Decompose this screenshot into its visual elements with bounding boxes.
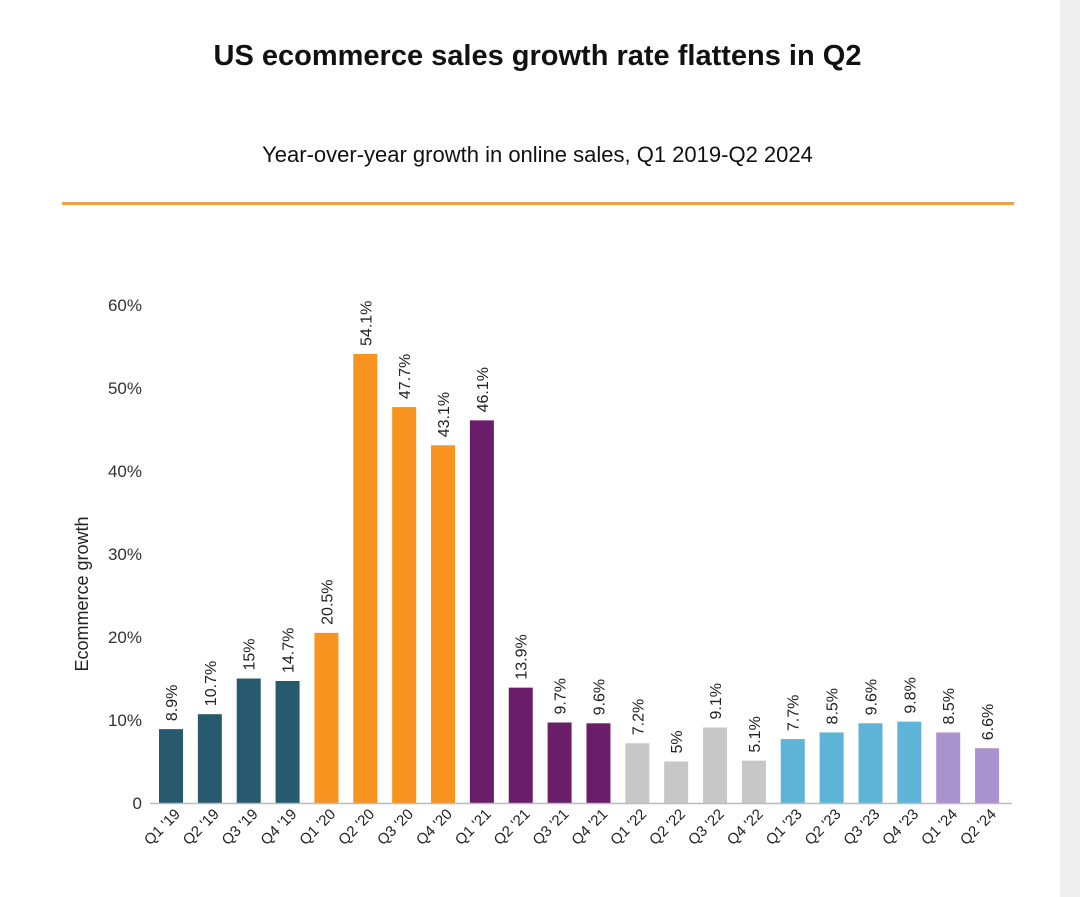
title-divider	[62, 202, 1014, 205]
data-label: 9.8%	[902, 677, 919, 713]
bar	[780, 739, 805, 803]
x-tick-label: Q2 '23	[802, 806, 845, 849]
x-tick-label: Q3 '22	[685, 806, 728, 849]
data-label: 8.5%	[941, 688, 958, 724]
bar-chart: 0 10% 20% 30% 40% 50% 60% Ecommerce growth 8.9…	[72, 296, 1012, 849]
data-label: 20.5%	[319, 579, 336, 624]
x-tick-label: Q1 '20	[296, 806, 339, 849]
x-tick-label: Q4 '21	[568, 806, 611, 849]
data-label: 46.1%	[475, 367, 492, 412]
value-labels: 8.9% 10.7% 15% 14.7% 20.5% 54.1% 47.7% 43.1% 46.…	[164, 301, 997, 754]
data-label: 9.1%	[708, 683, 725, 719]
bar	[197, 714, 222, 803]
x-tick-label: Q3 '19	[219, 806, 262, 849]
data-label: 15%	[242, 638, 259, 670]
chart-subtitle: Year-over-year growth in online sales, Q…	[262, 142, 813, 167]
x-tick-label: Q2 '20	[335, 806, 378, 849]
data-label: 54.1%	[358, 301, 375, 346]
x-tick-label: Q4 '20	[413, 806, 456, 849]
data-label: 8.9%	[164, 685, 181, 721]
bar	[586, 723, 611, 803]
y-tick-label: 20%	[108, 628, 142, 647]
bar	[936, 732, 961, 803]
bar	[897, 721, 922, 803]
x-tick-label: Q2 '19	[180, 806, 223, 849]
bar	[547, 722, 572, 803]
bar	[625, 743, 650, 803]
bar	[858, 723, 883, 803]
bar	[819, 732, 844, 803]
y-tick-label: 10%	[108, 711, 142, 730]
x-tick-label: Q2 '24	[957, 806, 1000, 849]
x-tick-label: Q4 '19	[257, 806, 300, 849]
data-label: 47.7%	[397, 354, 414, 399]
x-tick-label: Q2 '21	[491, 806, 534, 849]
x-tick-label: Q1 '24	[918, 806, 961, 849]
y-axis-ticks: 0 10% 20% 30% 40% 50% 60%	[108, 296, 142, 813]
y-tick-label: 60%	[108, 296, 142, 315]
data-label: 7.7%	[786, 695, 803, 731]
data-label: 5%	[669, 730, 686, 753]
data-label: 9.6%	[863, 679, 880, 715]
x-tick-label: Q1 '22	[607, 806, 650, 849]
bar	[664, 761, 689, 803]
bar	[159, 729, 183, 803]
data-label: 10.7%	[203, 661, 220, 706]
y-tick-label: 0	[133, 794, 142, 813]
data-label: 13.9%	[514, 634, 531, 679]
bar	[741, 760, 766, 803]
bar	[508, 687, 533, 803]
x-tick-label: Q3 '23	[840, 806, 883, 849]
y-tick-label: 40%	[108, 462, 142, 481]
y-axis-label: Ecommerce growth	[72, 516, 92, 671]
data-label: 5.1%	[747, 716, 764, 752]
x-tick-label: Q4 '23	[879, 806, 922, 849]
data-label: 9.6%	[591, 679, 608, 715]
page-edge-strip	[1060, 0, 1080, 897]
y-tick-label: 50%	[108, 379, 142, 398]
data-label: 6.6%	[980, 704, 997, 740]
data-label: 7.2%	[630, 699, 647, 735]
bar	[236, 678, 261, 803]
x-tick-label: Q1 '21	[452, 806, 495, 849]
x-tick-label: Q4 '22	[724, 806, 767, 849]
y-tick-label: 30%	[108, 545, 142, 564]
x-tick-label: Q1 '19	[141, 806, 184, 849]
data-label: 43.1%	[436, 392, 453, 437]
bar	[469, 420, 494, 803]
data-label: 9.7%	[553, 678, 570, 714]
x-tick-label: Q3 '20	[374, 806, 417, 849]
bar	[431, 445, 456, 803]
data-label: 8.5%	[825, 688, 842, 724]
bar	[703, 727, 728, 803]
bar	[975, 748, 1000, 803]
bar	[314, 632, 339, 803]
bar	[353, 353, 378, 803]
bars	[159, 353, 1000, 803]
data-label: 14.7%	[281, 628, 298, 673]
bar	[275, 680, 300, 803]
chart-title: US ecommerce sales growth rate flattens …	[213, 40, 862, 72]
bar	[392, 407, 417, 803]
x-tick-label: Q2 '22	[646, 806, 689, 849]
x-tick-label: Q3 '21	[529, 806, 572, 849]
x-tick-label: Q1 '23	[763, 806, 806, 849]
